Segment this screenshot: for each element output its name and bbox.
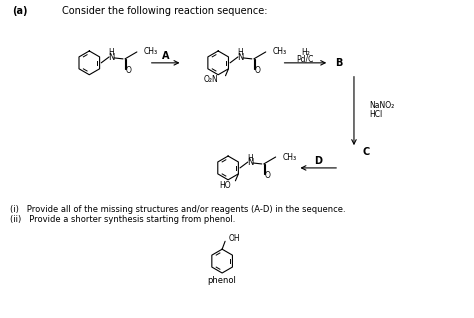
- Text: (ii)   Provide a shorter synthesis starting from phenol.: (ii) Provide a shorter synthesis startin…: [10, 215, 236, 224]
- Text: NaNO₂: NaNO₂: [369, 101, 394, 110]
- Text: O₂N: O₂N: [204, 75, 219, 84]
- Text: O: O: [255, 66, 261, 75]
- Text: HCl: HCl: [369, 110, 383, 119]
- Text: CH₃: CH₃: [283, 153, 297, 162]
- Text: OH: OH: [229, 234, 241, 243]
- Text: B: B: [336, 58, 343, 68]
- Text: (i)   Provide all of the missing structures and/or reagents (A-D) in the sequenc: (i) Provide all of the missing structure…: [10, 205, 346, 214]
- Text: C: C: [362, 147, 370, 157]
- Text: phenol: phenol: [208, 276, 237, 286]
- Text: H: H: [108, 48, 114, 58]
- Text: N: N: [237, 53, 243, 62]
- Text: CH₃: CH₃: [144, 47, 158, 56]
- Text: HO: HO: [219, 181, 230, 190]
- Text: CH₃: CH₃: [273, 47, 287, 56]
- Text: O: O: [126, 66, 132, 75]
- Text: Consider the following reaction sequence:: Consider the following reaction sequence…: [62, 6, 267, 16]
- Text: O: O: [265, 171, 271, 180]
- Text: H: H: [247, 154, 253, 162]
- Text: D: D: [314, 156, 322, 166]
- Text: A: A: [162, 51, 169, 61]
- Text: (a): (a): [12, 6, 27, 16]
- Text: N: N: [246, 158, 253, 168]
- Text: N: N: [108, 53, 114, 62]
- Text: Pd/C: Pd/C: [297, 54, 314, 63]
- Text: H: H: [237, 48, 243, 58]
- Text: H₂: H₂: [301, 48, 310, 58]
